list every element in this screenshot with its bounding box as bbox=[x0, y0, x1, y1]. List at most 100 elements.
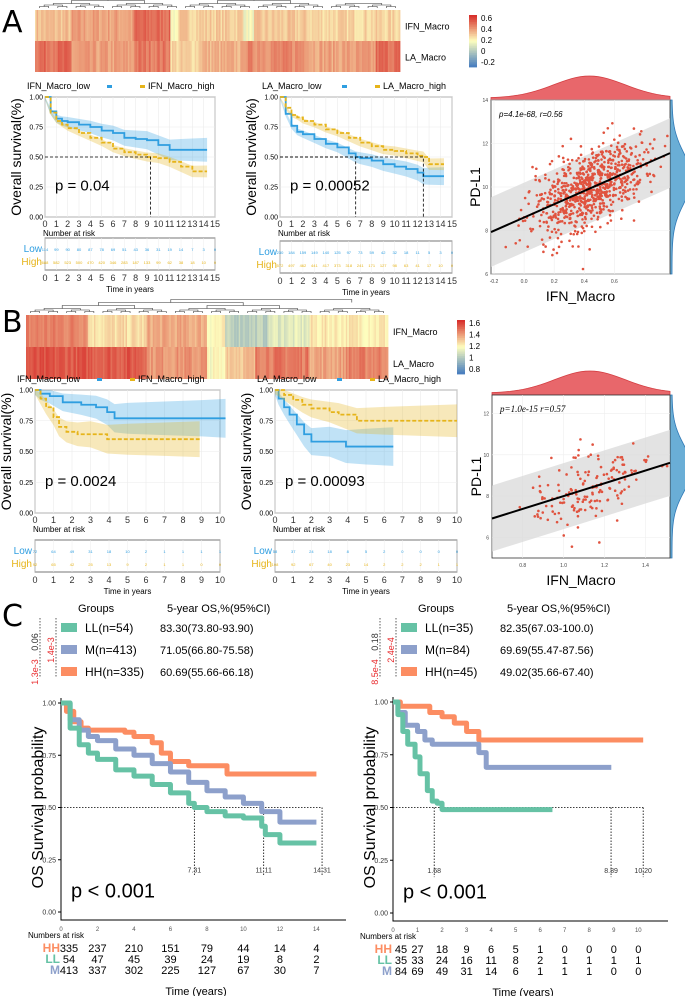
heatmap-cell bbox=[187, 10, 190, 41]
risk-count: 35 bbox=[395, 955, 407, 967]
risk-count: 1 bbox=[537, 944, 543, 956]
heatmap-cell bbox=[208, 315, 211, 347]
heatmap-cell bbox=[112, 41, 115, 72]
heatmap-cell bbox=[259, 347, 262, 379]
heatmap-cell bbox=[54, 315, 57, 347]
data-point bbox=[572, 508, 576, 512]
dendrogram-branch bbox=[221, 6, 232, 8]
data-point bbox=[575, 211, 579, 214]
risk-count: 497 bbox=[288, 263, 295, 268]
data-point bbox=[531, 227, 535, 231]
heatmap-cell bbox=[150, 41, 153, 72]
heatmap-cell bbox=[266, 41, 269, 72]
data-point bbox=[596, 169, 600, 172]
heatmap-cell bbox=[148, 347, 151, 379]
heatmap-cell bbox=[176, 10, 179, 41]
heatmap-cell bbox=[374, 10, 377, 41]
heatmap-cell bbox=[222, 315, 224, 347]
data-point bbox=[606, 176, 610, 179]
heatmap-cell bbox=[108, 10, 110, 41]
data-point bbox=[609, 144, 613, 147]
y-tick-label: 14 bbox=[482, 98, 488, 104]
heatmap-cell bbox=[166, 315, 169, 347]
heatmap-cell bbox=[173, 315, 176, 347]
data-point bbox=[514, 241, 518, 245]
heatmap-cell bbox=[226, 347, 229, 379]
heatmap-cell bbox=[377, 315, 380, 347]
colorbar-segment bbox=[457, 341, 465, 344]
data-point bbox=[628, 146, 632, 149]
heatmap-cell bbox=[327, 10, 329, 41]
heatmap-cell bbox=[271, 315, 274, 347]
data-point bbox=[598, 202, 602, 205]
heatmap-cell bbox=[109, 10, 112, 41]
colorbar-segment bbox=[457, 329, 465, 332]
risk-count: 39 bbox=[164, 954, 176, 966]
heatmap-cell bbox=[181, 10, 183, 41]
risk-count: 84 bbox=[395, 966, 407, 978]
heatmap-cell bbox=[292, 10, 294, 41]
data-point bbox=[581, 267, 585, 271]
data-point bbox=[557, 228, 560, 232]
risk-count: 97 bbox=[347, 250, 352, 255]
data-point bbox=[539, 516, 542, 520]
heatmap-cell bbox=[321, 347, 324, 379]
heatmap-cell bbox=[393, 10, 396, 41]
risk-count: 14 bbox=[274, 943, 286, 955]
x-tick-label: 7 bbox=[400, 515, 405, 525]
data-point bbox=[646, 151, 650, 154]
data-point bbox=[556, 217, 560, 221]
data-point bbox=[571, 504, 575, 507]
heatmap-cell bbox=[139, 315, 142, 347]
heatmap-cell bbox=[380, 10, 383, 41]
heatmap-cell bbox=[54, 10, 57, 41]
data-point bbox=[564, 209, 568, 213]
risk-count: 13 bbox=[107, 562, 112, 567]
heatmap-cell bbox=[392, 41, 395, 72]
km-plot-A-km-la: LA_Macro_low LA_Macro_high0.000.250.500.7… bbox=[243, 81, 457, 297]
data-point bbox=[585, 207, 588, 210]
data-point bbox=[529, 227, 532, 231]
x-tick-label: 8 bbox=[418, 515, 423, 525]
x-tick-label: 13 bbox=[187, 219, 197, 229]
x-tick-label: 0.4 bbox=[581, 279, 588, 285]
data-point bbox=[551, 253, 554, 257]
heatmap-cell bbox=[77, 41, 80, 72]
heatmap-cell bbox=[71, 347, 74, 379]
heatmap-cell bbox=[188, 315, 191, 347]
x-tick-label: 4 bbox=[323, 219, 328, 229]
x-tick-label: 10 bbox=[452, 575, 462, 585]
dendrogram-branch bbox=[229, 311, 239, 313]
heatmap-cell bbox=[142, 41, 145, 72]
data-point bbox=[580, 211, 584, 215]
data-point bbox=[645, 458, 648, 462]
heatmap-cell bbox=[104, 41, 107, 72]
x-tick-label: 3 bbox=[88, 515, 93, 525]
heatmap-cell bbox=[199, 315, 202, 347]
data-point bbox=[569, 232, 573, 236]
dendrogram-branch bbox=[193, 311, 203, 313]
x-tick-label: 3 bbox=[88, 575, 93, 585]
risk-count: 133 bbox=[144, 260, 151, 265]
heatmap-cell bbox=[66, 347, 69, 379]
data-point bbox=[615, 169, 619, 173]
data-point bbox=[607, 161, 610, 165]
data-point bbox=[590, 506, 594, 510]
heatmap-cell bbox=[217, 41, 220, 72]
data-point bbox=[541, 511, 545, 514]
heatmap-cell bbox=[54, 347, 57, 379]
y-axis-label: PD-L1 bbox=[468, 456, 484, 496]
data-point bbox=[590, 225, 594, 229]
data-point bbox=[564, 200, 567, 204]
x-tick-label: 0 bbox=[32, 515, 37, 525]
heatmap-cell bbox=[113, 347, 116, 379]
data-point bbox=[618, 151, 622, 155]
x-tick-label: 6 bbox=[382, 515, 387, 525]
risk-table-title: Numbers at risk bbox=[360, 932, 417, 941]
x-tick-label: 6 bbox=[538, 928, 542, 934]
dendrogram-branch bbox=[331, 6, 341, 8]
data-point bbox=[523, 196, 527, 200]
heatmap-cell bbox=[54, 41, 57, 72]
heatmap-cell bbox=[256, 347, 259, 379]
heatmap-cell bbox=[231, 315, 234, 347]
